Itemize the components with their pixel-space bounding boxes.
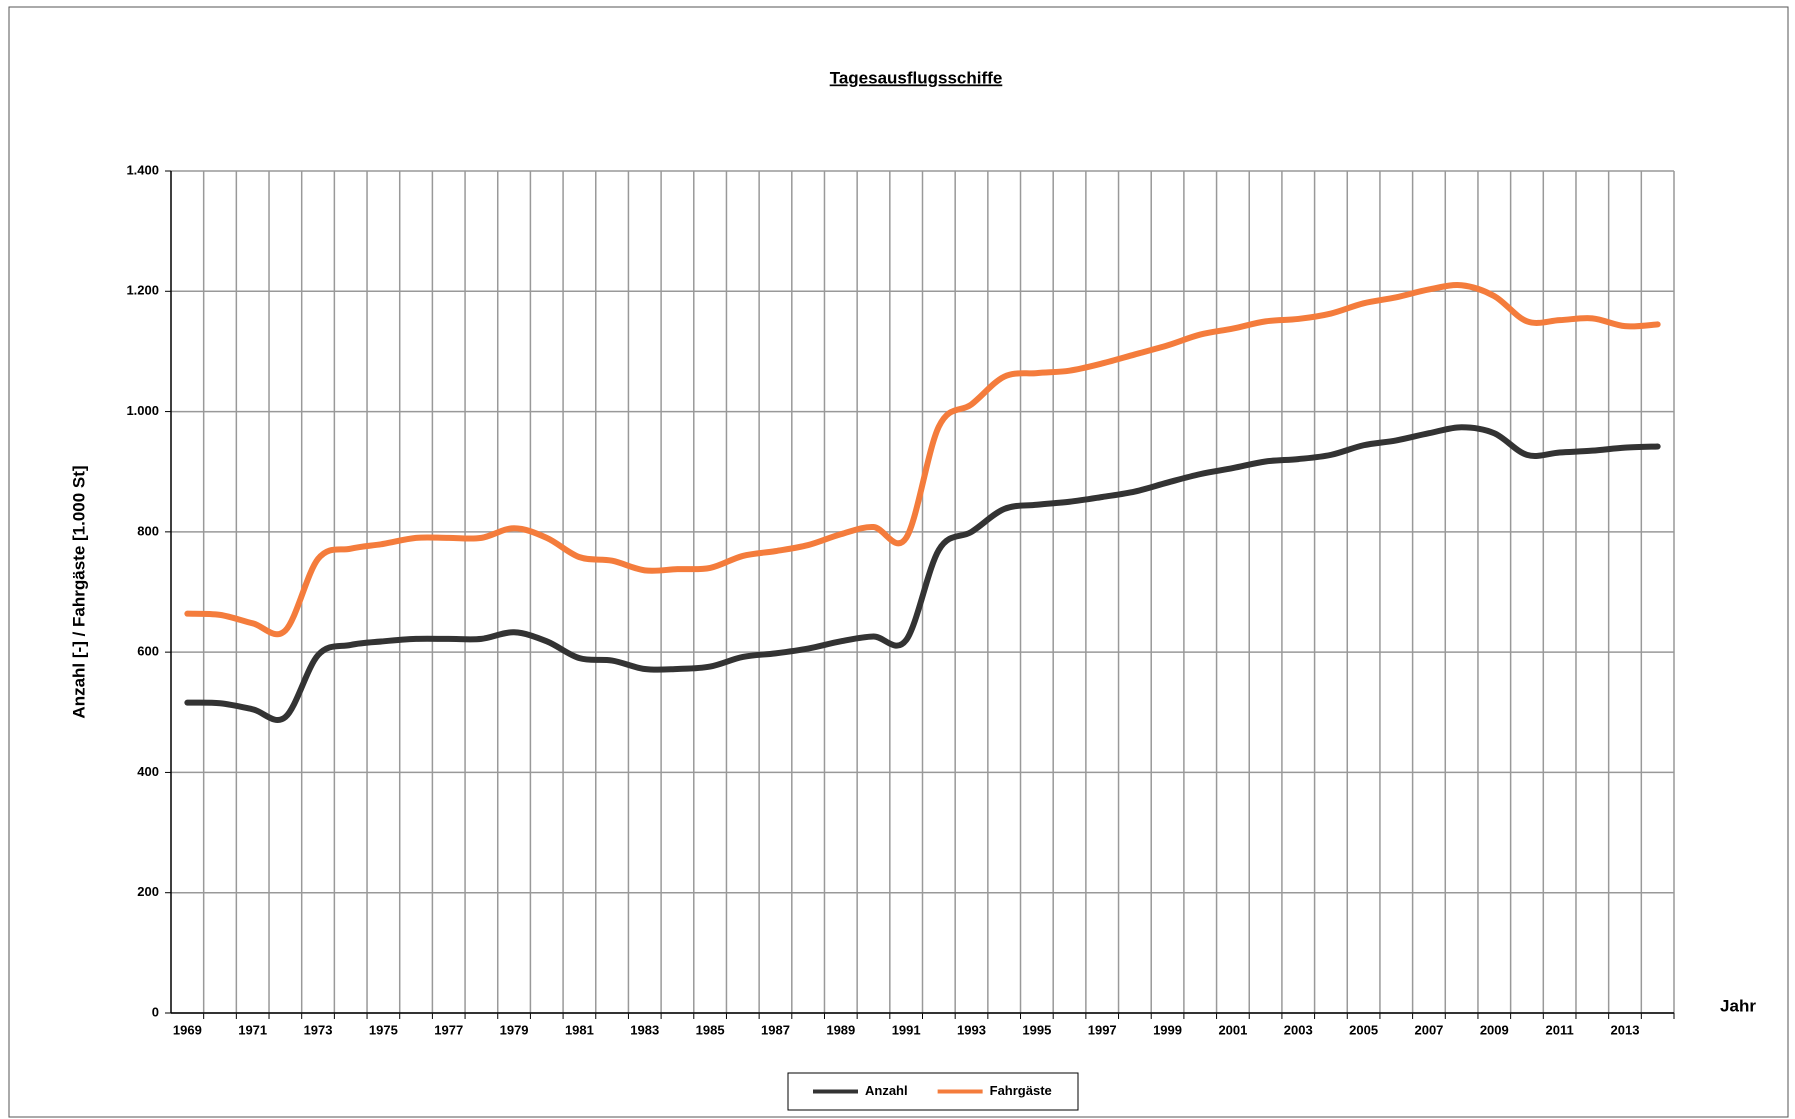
- x-tick-label: 2011: [1546, 1022, 1574, 1037]
- x-tick-label: 1973: [304, 1022, 333, 1037]
- y-axis-label: Anzahl [-] / Fahrgäste [1.000 St]: [69, 465, 88, 718]
- x-axis-label: Jahr: [1720, 996, 1756, 1015]
- x-tick-label: 2007: [1414, 1022, 1443, 1037]
- x-tick-label: 1997: [1088, 1022, 1117, 1037]
- y-tick-label: 800: [137, 523, 159, 538]
- series-line: [184, 282, 1661, 638]
- x-tick-label: 1975: [369, 1022, 398, 1037]
- x-tick-label: 1985: [696, 1022, 725, 1037]
- y-tick-label: 1.200: [126, 283, 159, 298]
- x-tick-label: 1987: [761, 1022, 790, 1037]
- x-tick-label: 1983: [630, 1022, 659, 1037]
- y-tick-label: 200: [137, 884, 159, 899]
- y-tick-label: 1.000: [126, 403, 159, 418]
- legend-label: Fahrgäste: [990, 1083, 1052, 1098]
- x-tick-label: 1979: [500, 1022, 529, 1037]
- x-tick-label: 1995: [1022, 1022, 1051, 1037]
- x-tick-label: 2009: [1480, 1022, 1509, 1037]
- x-tick-label: 1977: [434, 1022, 463, 1037]
- x-tick-label: 2013: [1611, 1022, 1640, 1037]
- x-tick-label: 1991: [892, 1022, 921, 1037]
- x-tick-label: 2005: [1349, 1022, 1378, 1037]
- x-tick-label: 1993: [957, 1022, 986, 1037]
- x-tick-label: 1969: [173, 1022, 202, 1037]
- x-tick-label: 1981: [565, 1022, 594, 1037]
- y-tick-label: 400: [137, 764, 159, 779]
- x-tick-label: 2001: [1218, 1022, 1247, 1037]
- series-line: [184, 424, 1661, 723]
- x-tick-label: 1971: [238, 1022, 267, 1037]
- y-tick-label: 1.400: [126, 162, 159, 177]
- y-tick-label: 600: [137, 644, 159, 659]
- x-tick-label: 1999: [1153, 1022, 1182, 1037]
- y-tick-label: 0: [152, 1004, 159, 1019]
- legend-label: Anzahl: [865, 1083, 908, 1098]
- x-tick-label: 2003: [1284, 1022, 1313, 1037]
- chart-title: Tagesausflugsschiffe: [830, 68, 1003, 87]
- x-tick-label: 1989: [826, 1022, 855, 1037]
